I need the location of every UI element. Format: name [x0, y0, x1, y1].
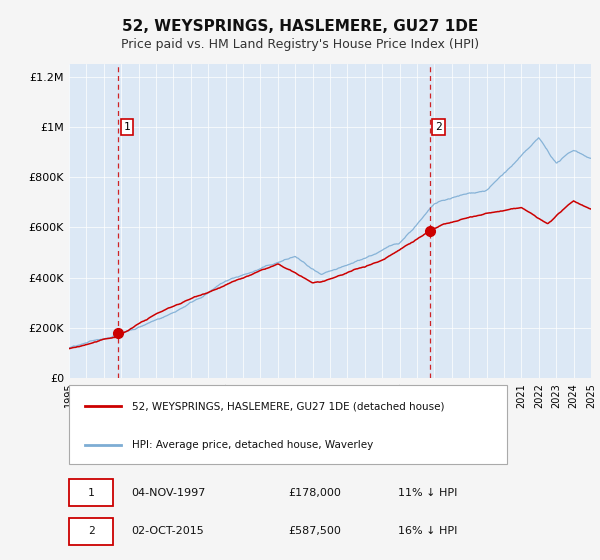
Text: £587,500: £587,500: [288, 526, 341, 536]
Text: Price paid vs. HM Land Registry's House Price Index (HPI): Price paid vs. HM Land Registry's House …: [121, 38, 479, 52]
FancyBboxPatch shape: [69, 518, 113, 545]
Text: 02-OCT-2015: 02-OCT-2015: [131, 526, 205, 536]
Text: 04-NOV-1997: 04-NOV-1997: [131, 488, 206, 498]
Text: £178,000: £178,000: [288, 488, 341, 498]
Text: 52, WEYSPRINGS, HASLEMERE, GU27 1DE: 52, WEYSPRINGS, HASLEMERE, GU27 1DE: [122, 20, 478, 34]
Text: 1: 1: [124, 122, 130, 132]
Text: 16% ↓ HPI: 16% ↓ HPI: [398, 526, 457, 536]
Text: HPI: Average price, detached house, Waverley: HPI: Average price, detached house, Wave…: [131, 440, 373, 450]
Text: 1: 1: [88, 488, 95, 498]
Text: 52, WEYSPRINGS, HASLEMERE, GU27 1DE (detached house): 52, WEYSPRINGS, HASLEMERE, GU27 1DE (det…: [131, 401, 444, 411]
FancyBboxPatch shape: [69, 385, 508, 464]
Text: 11% ↓ HPI: 11% ↓ HPI: [398, 488, 457, 498]
FancyBboxPatch shape: [69, 479, 113, 506]
Text: 2: 2: [88, 526, 95, 536]
Text: 2: 2: [435, 122, 442, 132]
